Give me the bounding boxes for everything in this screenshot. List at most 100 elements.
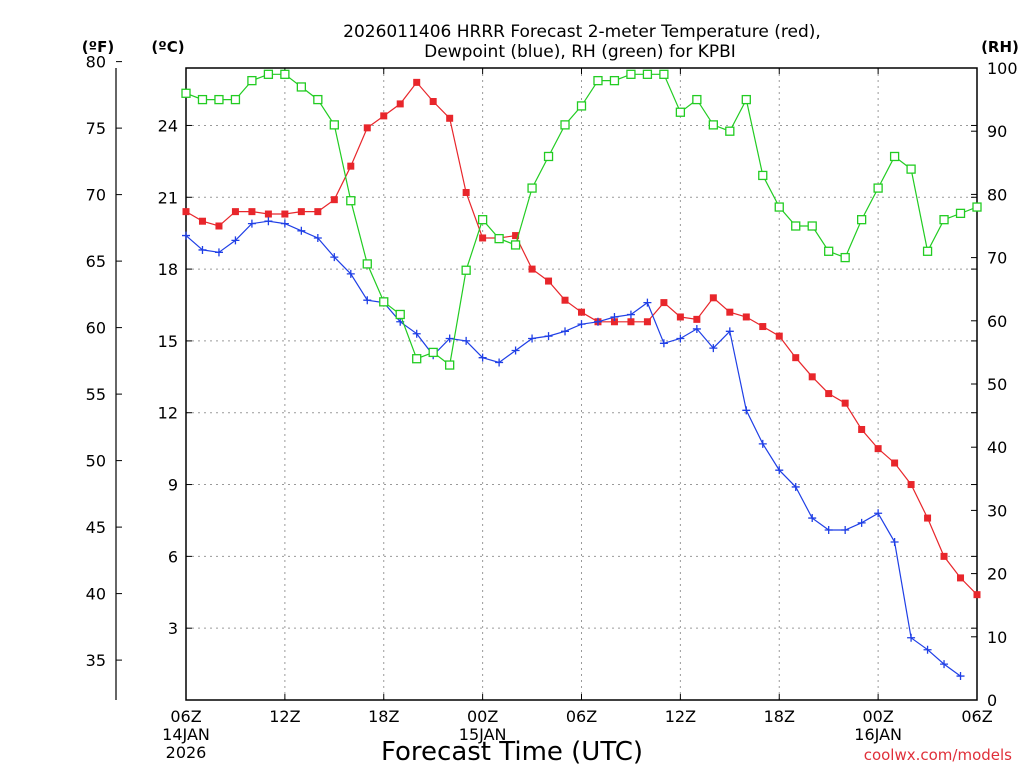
- data-series: [181, 69, 982, 681]
- dewpoint-point: [610, 312, 619, 321]
- rh-point: [873, 183, 883, 193]
- dewpoint-point: [478, 353, 487, 362]
- y-tick-label-c: 24: [158, 116, 178, 135]
- rh-point: [609, 75, 620, 86]
- dewpoint-point: [907, 633, 916, 642]
- y-tick-label-rh: 20: [987, 565, 1007, 584]
- x-date-label: 14JAN: [162, 725, 210, 744]
- chart-title-line2: Dewpoint (blue), RH (green) for KPBI: [424, 42, 736, 62]
- temperature-point: [198, 217, 206, 225]
- temperature-point: [561, 296, 569, 304]
- rh-point: [906, 164, 916, 174]
- rh-point: [543, 151, 554, 162]
- rh-point: [692, 94, 702, 105]
- x-tick-label: 00Z: [467, 707, 498, 726]
- x-tick-label: 12Z: [269, 707, 300, 726]
- dewpoint-point: [346, 269, 355, 278]
- rh-point: [725, 126, 735, 136]
- temperature-point: [429, 98, 437, 106]
- dewpoint-point: [198, 245, 207, 254]
- temperature-point: [528, 265, 536, 273]
- dewpoint-point: [264, 217, 273, 226]
- dewpoint-point: [214, 248, 223, 257]
- y-tick-label-f: 75: [86, 119, 106, 138]
- rh-point: [955, 208, 966, 219]
- dewpoint-point: [593, 317, 602, 326]
- y-tick-label-f: 65: [86, 252, 106, 271]
- dewpoint-point: [676, 334, 685, 343]
- x-tick-label: 00Z: [862, 707, 893, 726]
- gridlines: [186, 68, 977, 700]
- plot-frame: [185, 67, 978, 701]
- y-tick-label-rh: 80: [987, 185, 1007, 204]
- temperature-point: [231, 208, 239, 216]
- rh-point: [296, 82, 307, 92]
- dewpoint-point: [247, 219, 256, 228]
- y-tick-label-c: 6: [168, 547, 178, 566]
- dewpoint-point: [643, 298, 652, 307]
- y-tick-label-f: 45: [86, 518, 106, 537]
- temperature-point: [215, 222, 223, 230]
- series-rh: [181, 69, 982, 370]
- dewpoint-line: [185, 220, 961, 677]
- rh-point: [395, 309, 405, 320]
- y-tick-label-c: 12: [158, 404, 178, 423]
- temperature-point: [330, 196, 338, 204]
- rh-unit-label: (RH): [981, 38, 1019, 56]
- fahrenheit-unit-label: (ºF): [82, 38, 114, 56]
- rh-point: [856, 215, 867, 225]
- temperature-point: [709, 294, 717, 302]
- rh-point: [642, 69, 653, 79]
- dewpoint-point: [544, 332, 553, 341]
- rh-point: [675, 107, 686, 117]
- y-tick-label-rh: 100: [987, 59, 1018, 78]
- temperature-point: [775, 332, 783, 340]
- y-tick-label-rh: 40: [987, 438, 1007, 457]
- temperature-point: [742, 313, 750, 321]
- dewpoint-point: [297, 226, 306, 235]
- dewpoint-point: [923, 645, 932, 654]
- rh-point: [972, 202, 982, 212]
- temperature-point: [643, 318, 651, 326]
- temperature-point: [297, 208, 305, 216]
- temperature-point: [512, 232, 520, 240]
- temperature-point: [578, 308, 585, 316]
- temperature-point: [792, 354, 800, 362]
- dewpoint-point: [182, 231, 190, 240]
- celsius-unit-label: (ºC): [151, 38, 184, 56]
- rh-point: [362, 259, 372, 269]
- y-tick-label-rh: 70: [987, 249, 1007, 268]
- rh-point: [379, 297, 389, 307]
- dewpoint-point: [841, 526, 850, 535]
- x-year-label: 2026: [166, 743, 207, 762]
- dewpoint-point: [626, 310, 635, 319]
- temperature-point: [182, 208, 190, 216]
- temperature-point: [825, 390, 833, 398]
- dewpoint-point: [561, 327, 570, 336]
- rh-point: [181, 88, 191, 98]
- y-tick-label-rh: 30: [987, 501, 1007, 520]
- temperature-point: [363, 124, 371, 132]
- temperature-point: [858, 425, 866, 433]
- series-dewpoint: [182, 217, 965, 681]
- dewpoint-point: [808, 514, 817, 523]
- temperature-point: [957, 574, 965, 582]
- rh-point: [774, 202, 784, 212]
- rh-point: [560, 120, 570, 130]
- rh-point: [494, 233, 504, 244]
- y-tick-label-c: 21: [158, 188, 178, 207]
- rh-point: [708, 120, 718, 130]
- dewpoint-point: [791, 482, 800, 491]
- y-tick-label-c: 9: [168, 476, 178, 495]
- rh-point: [197, 94, 208, 105]
- dewpoint-point: [231, 236, 240, 245]
- dewpoint-point: [692, 324, 701, 333]
- rh-point: [412, 354, 422, 364]
- rh-point: [247, 75, 257, 86]
- dewpoint-point: [824, 526, 833, 535]
- x-date-label: 16JAN: [854, 725, 902, 744]
- rh-point: [445, 360, 455, 370]
- rh-point: [741, 94, 751, 105]
- y-tick-label-rh: 50: [987, 375, 1007, 394]
